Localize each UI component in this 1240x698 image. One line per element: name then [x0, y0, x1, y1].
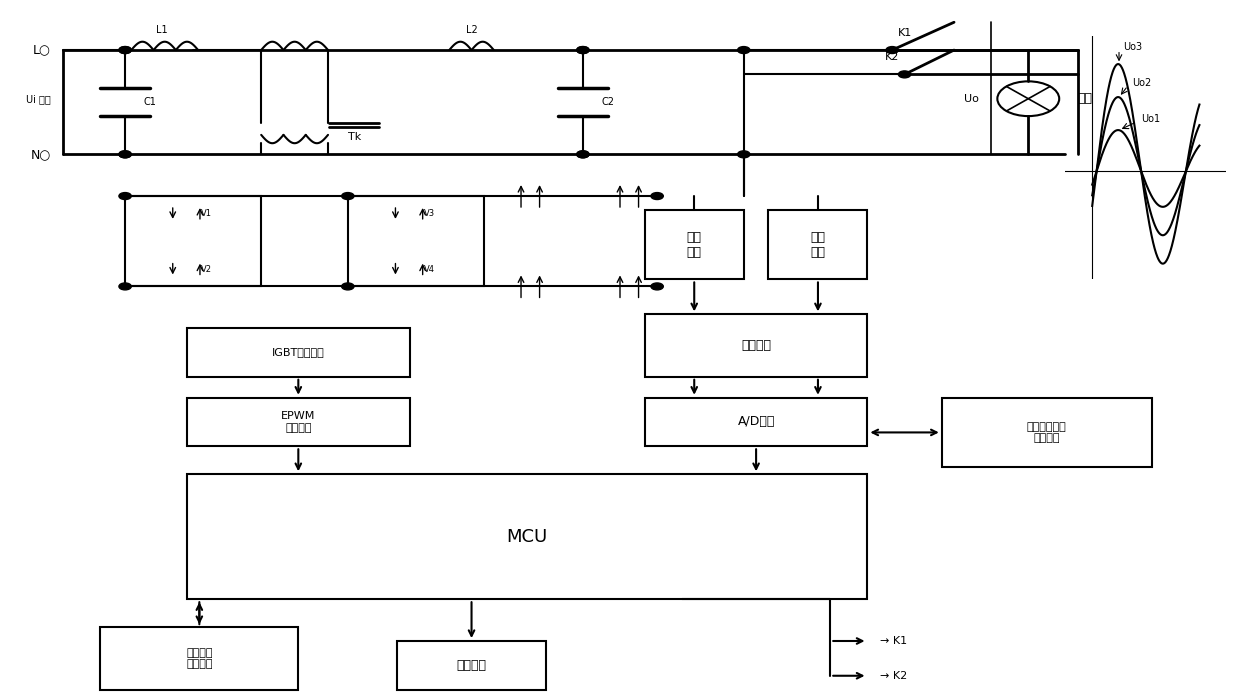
Circle shape — [577, 47, 589, 54]
Circle shape — [898, 71, 910, 78]
FancyBboxPatch shape — [941, 398, 1152, 467]
FancyBboxPatch shape — [397, 641, 546, 690]
Circle shape — [651, 193, 663, 200]
FancyBboxPatch shape — [187, 328, 409, 377]
Text: Ui 市电: Ui 市电 — [26, 94, 51, 104]
Text: L2: L2 — [466, 24, 477, 35]
Circle shape — [119, 151, 131, 158]
Text: K2: K2 — [885, 52, 899, 63]
Circle shape — [738, 151, 750, 158]
Text: L1: L1 — [156, 24, 169, 35]
Text: 电流
取样: 电流 取样 — [811, 231, 826, 259]
FancyBboxPatch shape — [187, 474, 868, 600]
FancyBboxPatch shape — [645, 314, 868, 377]
Circle shape — [119, 47, 131, 54]
Text: V3: V3 — [424, 209, 435, 218]
FancyBboxPatch shape — [645, 210, 744, 279]
Circle shape — [119, 47, 131, 54]
Circle shape — [738, 47, 750, 54]
Text: MCU: MCU — [507, 528, 548, 546]
Circle shape — [119, 193, 131, 200]
FancyBboxPatch shape — [187, 398, 409, 446]
Text: 状态显示: 状态显示 — [456, 659, 486, 672]
Bar — [347, 196, 484, 286]
Text: V2: V2 — [201, 265, 212, 274]
Text: 信号调理: 信号调理 — [742, 339, 771, 352]
FancyBboxPatch shape — [100, 627, 299, 690]
Text: 现场设置
调光控制: 现场设置 调光控制 — [186, 648, 212, 669]
Circle shape — [577, 151, 589, 158]
Text: → K2: → K2 — [880, 671, 908, 681]
Text: 照明管理系统
网络总线: 照明管理系统 网络总线 — [1027, 422, 1066, 443]
Text: 电压
取样: 电压 取样 — [687, 231, 702, 259]
Text: IGBT驱动电路: IGBT驱动电路 — [272, 348, 325, 357]
Text: Uo: Uo — [963, 94, 978, 104]
Circle shape — [342, 193, 353, 200]
Circle shape — [119, 283, 131, 290]
Text: L○: L○ — [33, 43, 51, 57]
Circle shape — [342, 283, 353, 290]
Circle shape — [119, 151, 131, 158]
Text: C2: C2 — [601, 97, 615, 107]
Circle shape — [577, 47, 589, 54]
FancyBboxPatch shape — [769, 210, 868, 279]
Text: 光源: 光源 — [1078, 92, 1092, 105]
Text: V4: V4 — [424, 265, 435, 274]
Text: C1: C1 — [144, 97, 156, 107]
Circle shape — [577, 151, 589, 158]
Text: A/D转换: A/D转换 — [738, 415, 775, 429]
Text: N○: N○ — [31, 148, 51, 161]
FancyBboxPatch shape — [645, 398, 868, 446]
Circle shape — [651, 283, 663, 290]
Bar — [125, 196, 262, 286]
Text: Tk: Tk — [347, 133, 361, 142]
Text: EPWM
波形调制: EPWM 波形调制 — [281, 411, 315, 433]
Circle shape — [887, 47, 898, 54]
Text: K1: K1 — [898, 28, 911, 38]
Text: → K1: → K1 — [880, 636, 906, 646]
Text: V1: V1 — [201, 209, 212, 218]
